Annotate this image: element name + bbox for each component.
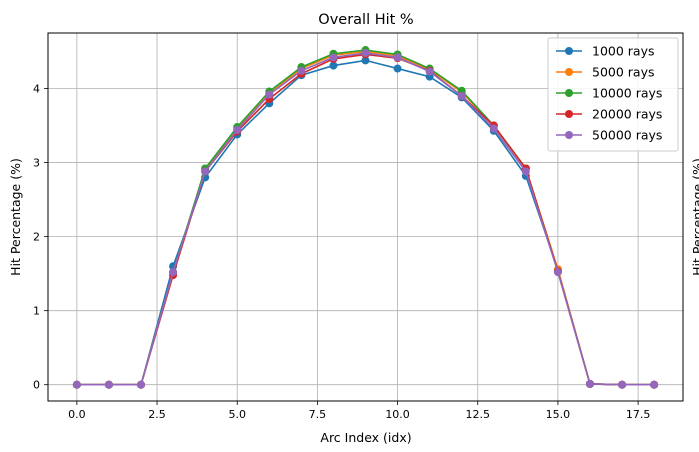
data-point	[650, 380, 659, 389]
x-axis-label: Arc Index (idx)	[320, 430, 411, 445]
x-tick-label: 7.5	[309, 408, 327, 421]
data-point	[489, 124, 498, 133]
data-point	[104, 380, 113, 389]
legend-marker	[565, 131, 573, 139]
legend-label: 20000 rays	[592, 107, 662, 122]
data-point	[201, 167, 210, 176]
axis-ticks: 0.0 2.5 5.0 7.5 10.0 12.5 15.0 17.5 0 1 2 3 4	[33, 83, 650, 421]
data-point	[361, 56, 370, 65]
legend: 1000 rays 5000 rays 10000 rays 20000 rays 50…	[547, 37, 679, 152]
series-50000-rays	[72, 48, 659, 389]
data-point	[553, 268, 562, 277]
data-point	[393, 53, 402, 62]
data-point	[137, 380, 146, 389]
y-axis-label: Hit Percentage (%)	[8, 158, 23, 276]
data-point	[457, 91, 466, 100]
y-tick-label: 1	[33, 305, 40, 318]
legend-marker	[565, 89, 573, 97]
y-tick-label: 4	[33, 83, 40, 96]
data-point	[585, 379, 594, 388]
data-point	[329, 53, 338, 62]
legend-marker	[565, 47, 573, 55]
data-point	[169, 268, 178, 277]
data-point	[265, 90, 274, 99]
legend-label: 5000 rays	[592, 65, 655, 80]
legend-box	[547, 37, 679, 152]
data-point	[393, 64, 402, 73]
data-point	[72, 380, 81, 389]
data-point	[361, 48, 370, 57]
x-tick-label: 15.0	[546, 408, 571, 421]
data-point	[521, 167, 530, 176]
x-tick-label: 5.0	[228, 408, 246, 421]
legend-marker	[565, 68, 573, 76]
x-tick-label: 10.0	[385, 408, 410, 421]
x-tick-label: 0.0	[68, 408, 86, 421]
legend-label: 50000 rays	[592, 128, 662, 143]
x-tick-label: 17.5	[626, 408, 651, 421]
data-point	[425, 67, 434, 76]
clipped-right-axis-label: Hit Percentage (%)	[690, 158, 699, 276]
plot-frame	[47, 32, 684, 402]
x-tick-label: 12.5	[465, 408, 490, 421]
legend-label: 10000 rays	[592, 86, 662, 101]
y-tick-label: 3	[33, 157, 40, 170]
y-tick-label: 2	[33, 231, 40, 244]
legend-marker	[565, 110, 573, 118]
y-tick-label: 0	[33, 379, 40, 392]
series-layer	[72, 46, 659, 389]
data-point	[329, 61, 338, 70]
legend-label: 1000 rays	[592, 44, 655, 59]
chart-title: Overall Hit %	[318, 12, 413, 28]
data-point	[233, 125, 242, 134]
x-tick-label: 2.5	[148, 408, 166, 421]
data-point	[618, 380, 627, 389]
data-point	[297, 66, 306, 75]
